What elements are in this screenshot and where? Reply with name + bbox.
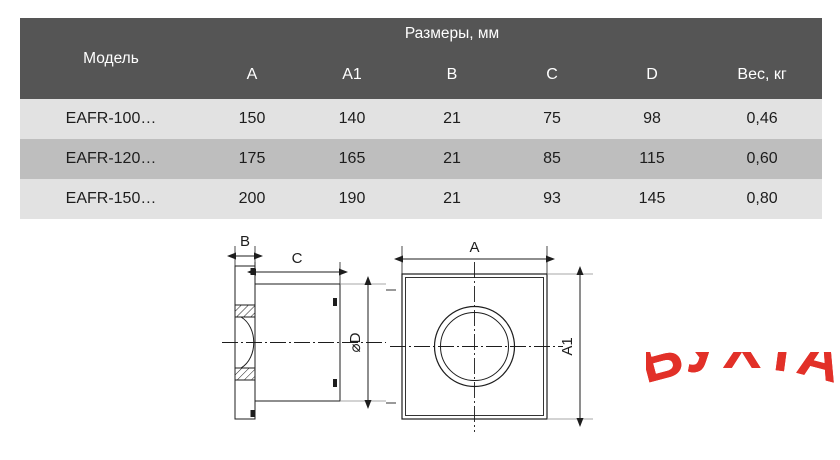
cell-weight: 0,80 xyxy=(702,179,823,219)
table-header-row-top: Модель Размеры, мм xyxy=(20,18,823,99)
column-header-c: C xyxy=(502,50,602,99)
table-body: EAFR-100… 150 140 21 75 98 0,46 EAFR-120… xyxy=(20,99,823,219)
dimension-label-c: C xyxy=(292,250,303,267)
cell-weight: 0,60 xyxy=(702,139,823,179)
column-header-weight: Вес, кг xyxy=(702,50,823,99)
cell-a: 175 xyxy=(202,139,302,179)
column-header-a1: A1 xyxy=(302,50,402,99)
cell-model: EAFR-100… xyxy=(20,99,202,139)
cell-a1: 190 xyxy=(302,179,402,219)
cell-a: 200 xyxy=(202,179,302,219)
cell-d: 98 xyxy=(602,99,703,139)
cell-b: 21 xyxy=(402,139,502,179)
technical-drawing: B C A ⌀D A1 xyxy=(208,232,608,454)
cell-a1: 140 xyxy=(302,99,402,139)
specification-table: Модель Размеры, мм A A1 B C D Вес, кг EA… xyxy=(20,18,823,219)
buhta-watermark-logo: БУХТА БУХТА xyxy=(646,352,836,444)
cell-d: 115 xyxy=(602,139,703,179)
cell-b: 21 xyxy=(402,99,502,139)
cell-c: 75 xyxy=(502,99,602,139)
dimension-label-diameter-d: ⌀D xyxy=(347,332,364,352)
table-header: Модель Размеры, мм A A1 B C D Вес, кг xyxy=(20,18,823,99)
logo-text: БУХТА xyxy=(646,352,836,396)
column-header-weight-spacer xyxy=(702,18,823,50)
table-row: EAFR-150… 200 190 21 93 145 0,80 xyxy=(20,179,823,219)
table-row: EAFR-120… 175 165 21 85 115 0,60 xyxy=(20,139,823,179)
cell-c: 93 xyxy=(502,179,602,219)
column-header-d: D xyxy=(602,50,703,99)
column-header-group-dimensions: Размеры, мм xyxy=(202,18,703,50)
dimension-label-a: A xyxy=(469,239,479,256)
dimension-label-b: B xyxy=(240,233,250,250)
cell-c: 85 xyxy=(502,139,602,179)
column-header-a: A xyxy=(202,50,302,99)
column-header-b: B xyxy=(402,50,502,99)
dimension-label-a1: A1 xyxy=(559,337,576,355)
cell-a: 150 xyxy=(202,99,302,139)
table-row: EAFR-100… 150 140 21 75 98 0,46 xyxy=(20,99,823,139)
cell-b: 21 xyxy=(402,179,502,219)
table-header-row-bottom: A A1 B C D Вес, кг xyxy=(20,50,823,99)
cell-a1: 165 xyxy=(302,139,402,179)
cell-model: EAFR-150… xyxy=(20,179,202,219)
column-header-model: Модель xyxy=(20,18,202,99)
cell-model: EAFR-120… xyxy=(20,139,202,179)
cell-weight: 0,46 xyxy=(702,99,823,139)
cell-d: 145 xyxy=(602,179,703,219)
